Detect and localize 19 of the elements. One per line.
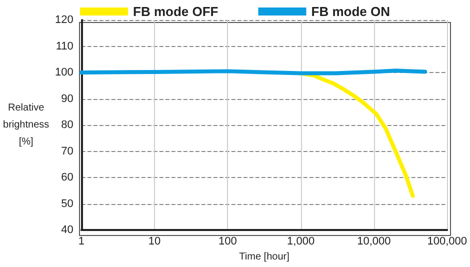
x-tick-label: 10,000 xyxy=(357,236,391,248)
y-axis-title: Relative brightness [%] xyxy=(3,102,50,148)
y-tick-label: 90 xyxy=(61,92,74,105)
y-tick-label: 60 xyxy=(61,172,74,184)
x-tick-label: 100,000 xyxy=(427,236,467,248)
x-axis-title: Time [hour] xyxy=(239,252,290,262)
legend-label: FB mode ON xyxy=(311,4,390,19)
x-tick-label: 10 xyxy=(148,236,161,248)
y-tick-label: 80 xyxy=(61,119,74,131)
y-tick-label: 100 xyxy=(55,66,74,78)
y-tick-label: 120 xyxy=(55,14,74,26)
legend-label: FB mode OFF xyxy=(133,4,218,19)
y-tick-label: 50 xyxy=(61,198,74,210)
x-tick-label: 1 xyxy=(78,236,84,248)
y-tick-label: 110 xyxy=(56,40,74,52)
y-tick-label: 70 xyxy=(61,145,74,158)
x-tick-label: 1,000 xyxy=(287,236,315,248)
y-tick-label: 40 xyxy=(61,224,74,236)
x-tick-label: 100 xyxy=(218,236,237,248)
